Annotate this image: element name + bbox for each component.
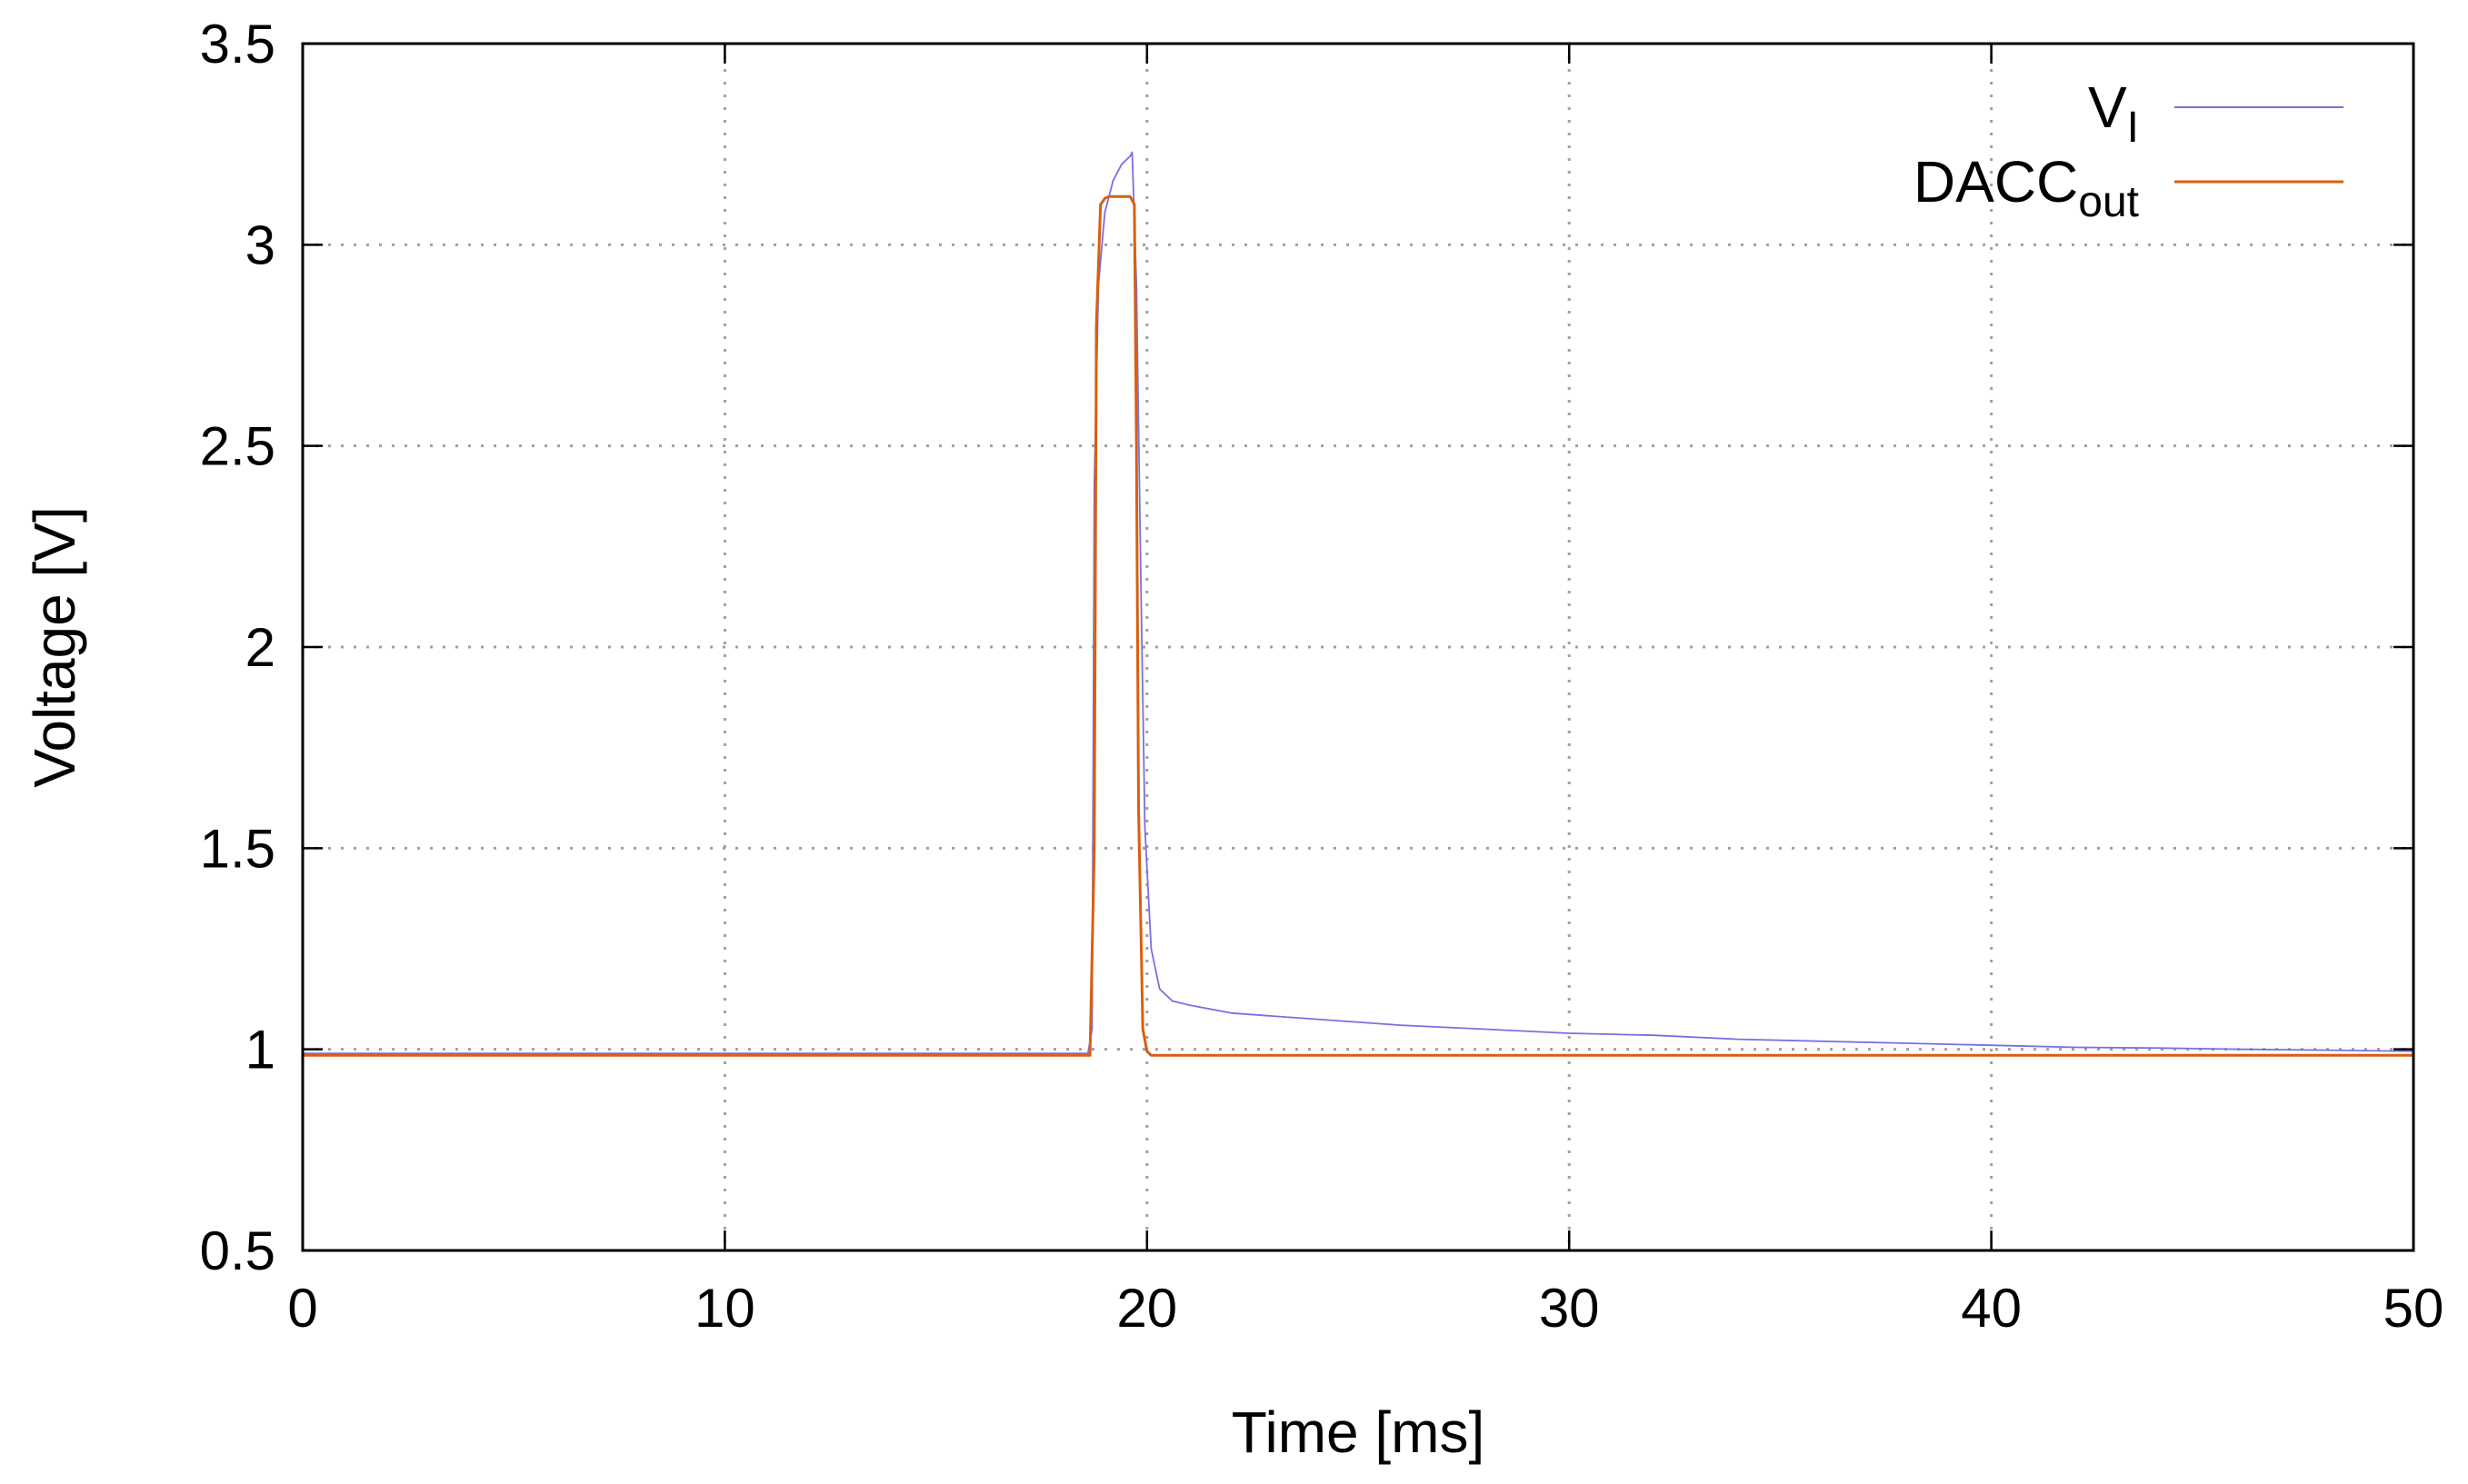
- x-axis-title: Time [ms]: [1232, 1399, 1485, 1465]
- y-axis-title: Voltage [V]: [22, 506, 87, 788]
- y-tick-label: 2: [245, 617, 275, 678]
- y-tick-label: 2.5: [200, 416, 275, 477]
- y-tick-label: 0.5: [200, 1220, 275, 1281]
- x-tick-label: 50: [2383, 1278, 2444, 1339]
- y-tick-label: 3: [245, 214, 275, 275]
- legend: VI DACCout: [1913, 75, 2343, 226]
- x-tick-label: 40: [1961, 1278, 2022, 1339]
- x-tick-label: 0: [287, 1278, 317, 1339]
- series-layer: [303, 151, 2414, 1057]
- series-line-dacc-out: [303, 194, 2413, 1057]
- x-tick-label: 10: [694, 1278, 755, 1339]
- y-tick-label: 1: [245, 1020, 275, 1081]
- x-tick-label: 30: [1539, 1278, 1600, 1339]
- y-tick-label: 3.5: [200, 14, 275, 75]
- x-tick-label: 20: [1116, 1278, 1177, 1339]
- legend-label-dacc-out: DACCout: [1913, 149, 2139, 226]
- series-line-v-i: [303, 151, 2414, 1054]
- legend-label-v-i: VI: [2088, 75, 2139, 152]
- tick-layer: 0 10 20 30 40 50 0.5 1 1.5 2 2.5 3 3.5: [200, 14, 2444, 1339]
- y-tick-label: 1.5: [200, 818, 275, 879]
